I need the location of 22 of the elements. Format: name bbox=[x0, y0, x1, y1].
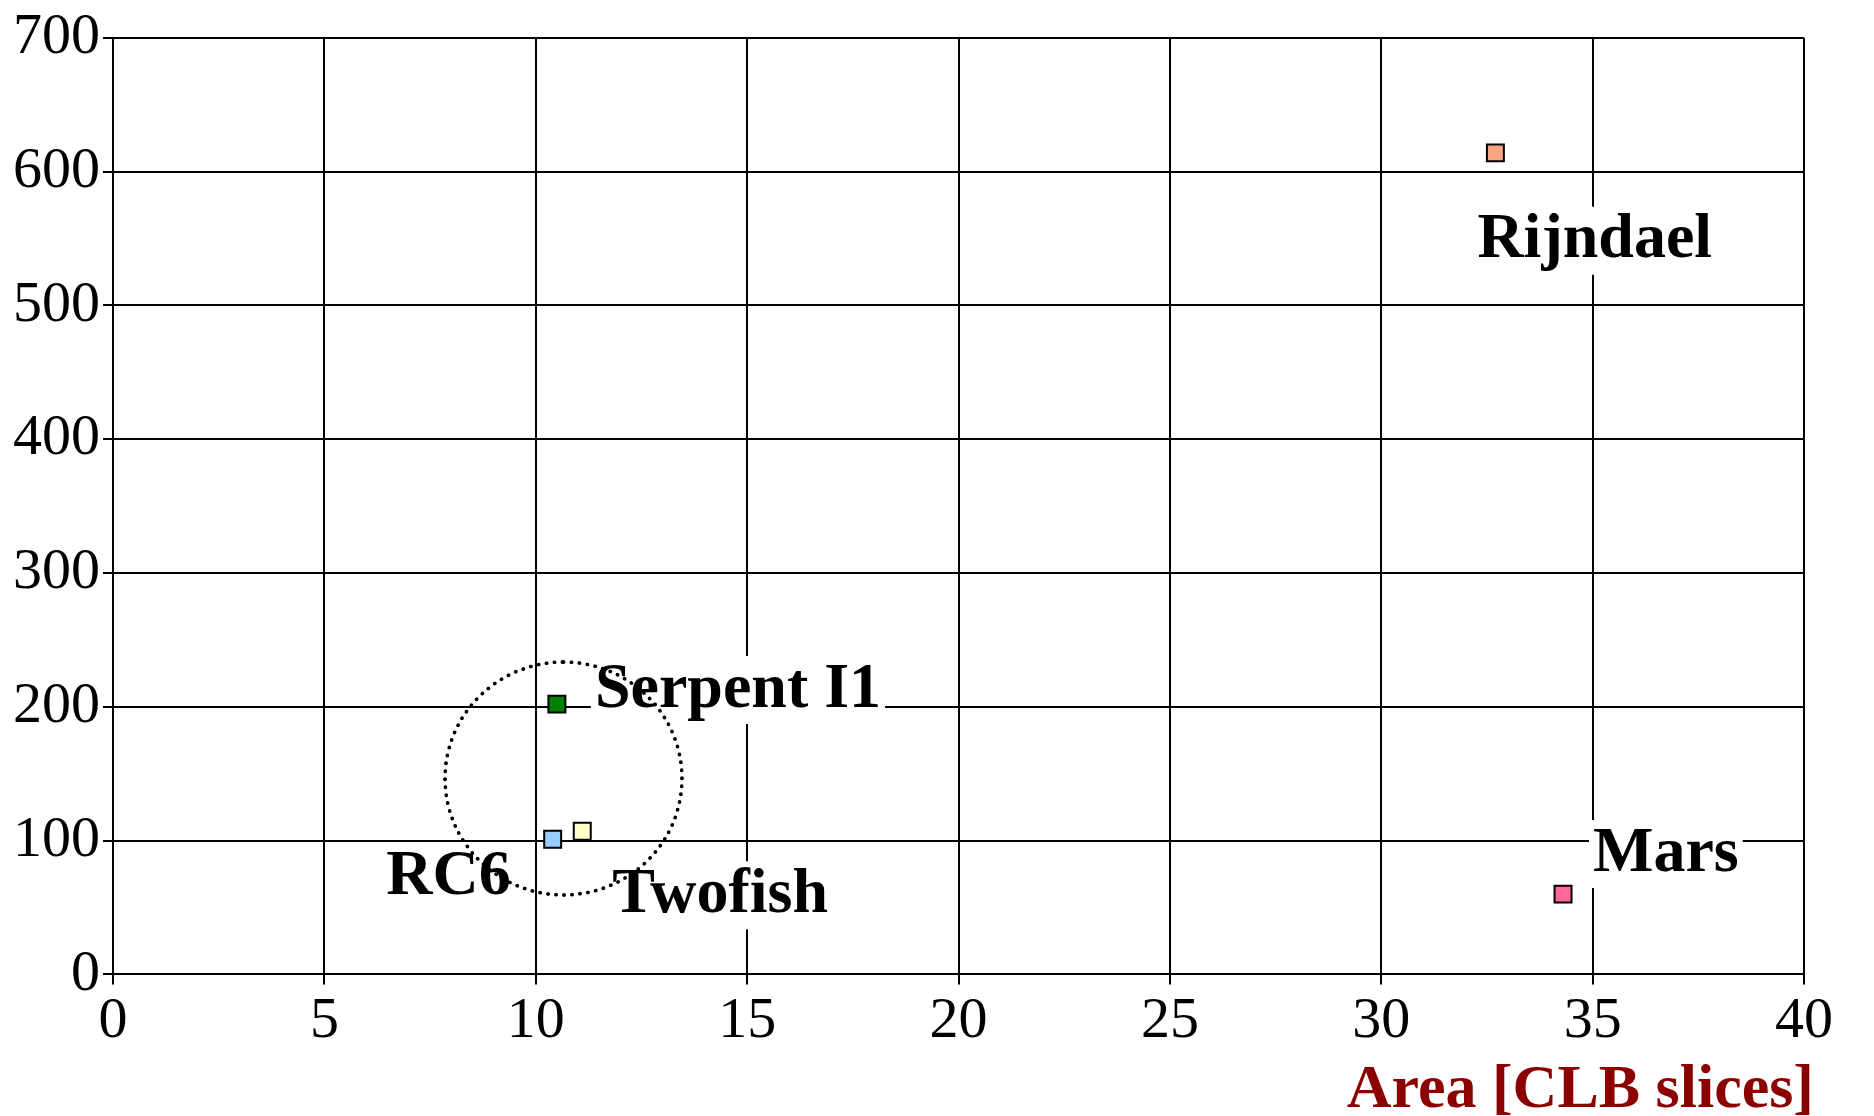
series-label: RC6 bbox=[386, 836, 511, 908]
x-tick-label: 25 bbox=[1140, 985, 1199, 1051]
series-label: Serpent I1 bbox=[594, 649, 882, 721]
y-tick-label: 400 bbox=[13, 402, 100, 468]
x-tick-label: 10 bbox=[506, 985, 565, 1051]
y-tick-label: 0 bbox=[71, 937, 100, 1003]
x-tick-label: 35 bbox=[1563, 985, 1622, 1051]
series-label: Twofish bbox=[612, 854, 828, 926]
y-tick-label: 500 bbox=[13, 268, 100, 334]
y-tick-label: 100 bbox=[13, 803, 100, 869]
y-tick-label: 200 bbox=[13, 670, 100, 736]
x-tick-label: 15 bbox=[718, 985, 777, 1051]
x-tick-label: 20 bbox=[929, 985, 988, 1051]
series-label: Mars bbox=[1593, 813, 1739, 885]
y-tick-label: 600 bbox=[13, 134, 100, 200]
x-axis-title: Area [CLB slices] bbox=[1346, 1051, 1814, 1116]
x-tick-label: 40 bbox=[1775, 985, 1833, 1051]
y-tick-label: 300 bbox=[13, 536, 100, 602]
series-label: Rijndael bbox=[1477, 200, 1713, 272]
y-tick-label: 700 bbox=[13, 1, 100, 67]
x-tick-label: 5 bbox=[309, 985, 339, 1051]
x-tick-label: 30 bbox=[1352, 985, 1411, 1051]
